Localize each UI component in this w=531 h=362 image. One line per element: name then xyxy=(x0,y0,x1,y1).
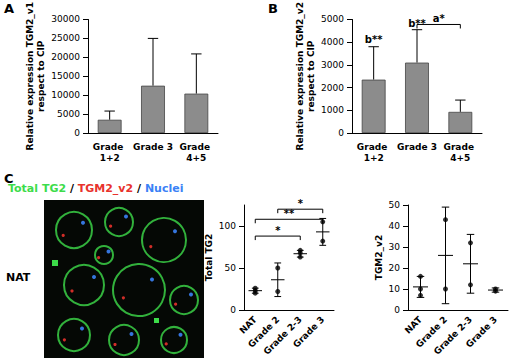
svg-text:30000: 30000 xyxy=(51,14,80,24)
svg-text:4+5: 4+5 xyxy=(186,153,206,163)
svg-text:2000: 2000 xyxy=(321,83,344,93)
svg-text:Grade 3: Grade 3 xyxy=(291,314,326,349)
svg-text:20: 20 xyxy=(389,263,401,273)
svg-text:A: A xyxy=(4,1,14,16)
svg-text:Relative expression TGM2_v1: Relative expression TGM2_v1 xyxy=(25,2,35,150)
svg-text:0: 0 xyxy=(74,128,80,138)
svg-text:40: 40 xyxy=(389,221,401,231)
svg-text:*: * xyxy=(275,225,281,236)
svg-text:10000: 10000 xyxy=(51,90,80,100)
svg-text:/: / xyxy=(133,182,145,195)
svg-text:Relative expression TGM2_v2: Relative expression TGM2_v2 xyxy=(295,2,305,150)
svg-text:10: 10 xyxy=(389,284,401,294)
svg-text:1+2: 1+2 xyxy=(100,153,120,163)
svg-text:5000: 5000 xyxy=(321,14,344,24)
svg-text:0: 0 xyxy=(230,305,236,315)
svg-text:respect to CIP: respect to CIP xyxy=(306,40,316,112)
svg-text:20000: 20000 xyxy=(51,52,80,62)
svg-text:Nuclei: Nuclei xyxy=(145,182,184,195)
svg-text:*: * xyxy=(298,198,304,209)
svg-text:NAT: NAT xyxy=(6,271,31,284)
svg-text:/: / xyxy=(66,182,78,195)
svg-text:Grade 2: Grade 2 xyxy=(246,314,282,350)
svg-text:0: 0 xyxy=(394,305,400,315)
svg-text:Total TG2: Total TG2 xyxy=(8,182,66,195)
svg-text:Grade: Grade xyxy=(180,142,214,152)
svg-text:C: C xyxy=(4,171,14,186)
svg-text:b**: b** xyxy=(365,34,383,45)
svg-text:TGM2_v2: TGM2_v2 xyxy=(374,235,384,280)
svg-text:a*: a* xyxy=(433,13,446,24)
svg-text:4+5: 4+5 xyxy=(450,153,470,163)
svg-text:0: 0 xyxy=(338,128,344,138)
svg-text:Grade: Grade xyxy=(93,142,127,152)
svg-text:50: 50 xyxy=(225,263,237,273)
svg-text:15000: 15000 xyxy=(51,71,80,81)
svg-text:Grade 3: Grade 3 xyxy=(464,314,499,349)
svg-text:Grade 3: Grade 3 xyxy=(133,142,173,152)
svg-text:30: 30 xyxy=(389,242,401,252)
svg-text:NAT: NAT xyxy=(237,314,259,336)
svg-text:NAT: NAT xyxy=(403,314,425,336)
svg-text:5000: 5000 xyxy=(57,109,80,119)
svg-text:4000: 4000 xyxy=(321,37,344,47)
svg-text:b**: b** xyxy=(408,17,426,29)
svg-text:Grade: Grade xyxy=(444,142,478,152)
svg-text:100: 100 xyxy=(219,221,236,231)
svg-text:respect to CIP: respect to CIP xyxy=(36,40,46,112)
svg-text:TGM2_v2: TGM2_v2 xyxy=(78,182,133,195)
svg-text:1+2: 1+2 xyxy=(364,153,384,163)
svg-text:50: 50 xyxy=(389,200,401,210)
svg-text:Grade 2-3: Grade 2-3 xyxy=(432,314,474,356)
svg-text:Total TG2: Total TG2 xyxy=(204,234,214,282)
svg-text:1000: 1000 xyxy=(321,105,344,115)
svg-text:Grade: Grade xyxy=(357,142,391,152)
svg-text:Grade 2: Grade 2 xyxy=(413,314,449,350)
svg-text:B: B xyxy=(268,1,278,16)
svg-text:Grade 3: Grade 3 xyxy=(397,142,437,152)
svg-text:Grade 2-3: Grade 2-3 xyxy=(261,314,304,357)
svg-text:25000: 25000 xyxy=(51,33,80,43)
svg-text:3000: 3000 xyxy=(321,60,344,70)
